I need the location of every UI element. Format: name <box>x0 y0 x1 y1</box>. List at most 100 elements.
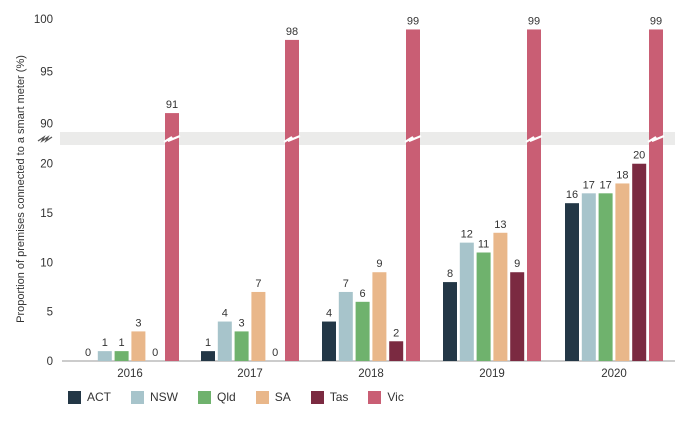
bar-nsw-2019 <box>459 242 474 361</box>
legend-item-nsw: NSW <box>131 390 178 404</box>
legend-item-act: ACT <box>68 390 111 404</box>
bar-sa-2018 <box>372 272 387 361</box>
data-label: 99 <box>528 15 540 27</box>
legend-item-tas: Tas <box>310 390 349 404</box>
data-label: 20 <box>633 150 645 162</box>
data-label: 17 <box>583 179 595 191</box>
data-label: 7 <box>255 278 261 290</box>
bar-break <box>404 134 422 143</box>
data-label: 7 <box>343 278 349 290</box>
data-label: 4 <box>326 308 332 320</box>
bar-sa-2019 <box>493 232 508 361</box>
bar-sa-2017 <box>251 291 266 361</box>
bar-break <box>647 134 665 143</box>
legend-swatch <box>255 390 269 404</box>
bar-act-2019 <box>443 282 457 361</box>
x-tick-label: 2018 <box>358 368 384 380</box>
data-label: 1 <box>102 337 108 349</box>
legend-label: Qld <box>217 390 236 404</box>
bar-tas-2018 <box>389 341 404 361</box>
y-tick-label: 0 <box>47 356 53 368</box>
bar-break <box>283 134 301 143</box>
legend-swatch <box>310 390 324 404</box>
data-label: 0 <box>272 347 278 359</box>
legend-swatch <box>198 390 211 404</box>
y-axis-label: Proportion of premises connected to a sm… <box>15 55 27 323</box>
axis-break-mark <box>37 135 53 143</box>
bar-act-2020 <box>565 203 579 361</box>
x-ticks: 2016 2017 2018 2019 2020 <box>117 368 627 380</box>
y-tick-label: 95 <box>40 66 53 78</box>
bar-break-marks <box>163 134 665 143</box>
data-label: 1 <box>119 337 125 349</box>
bar-vic-2016 <box>165 113 179 361</box>
data-label: 1 <box>205 337 211 349</box>
data-label: 0 <box>152 347 158 359</box>
legend-item-qld: Qld <box>198 390 236 404</box>
bar-vic-2020 <box>649 29 663 361</box>
bar-vic-2018 <box>406 29 420 361</box>
bar-qld-2016 <box>114 351 129 361</box>
legend-label: Vic <box>387 390 404 404</box>
y-tick-label: 90 <box>40 119 53 131</box>
bar-nsw-2018 <box>338 291 353 361</box>
data-label: 16 <box>566 189 578 201</box>
bars <box>97 29 663 362</box>
data-label: 0 <box>85 347 91 359</box>
axis-break-band <box>60 132 675 145</box>
data-label: 17 <box>599 179 611 191</box>
y-tick-label: 5 <box>47 307 53 319</box>
bar-qld-2018 <box>355 301 370 361</box>
bar-qld-2020 <box>598 193 613 361</box>
x-tick-label: 2017 <box>237 368 263 380</box>
y-tick-label: 100 <box>34 14 53 26</box>
data-label: 91 <box>166 99 178 111</box>
data-label: 9 <box>376 258 382 270</box>
data-label: 3 <box>239 317 245 329</box>
data-label: 98 <box>286 26 298 38</box>
data-label: 2 <box>393 327 399 339</box>
bar-nsw-2020 <box>581 193 596 361</box>
bar-break <box>525 134 543 143</box>
bar-vic-2019 <box>527 29 541 361</box>
legend-item-vic: Vic <box>368 390 404 404</box>
data-label: 18 <box>616 169 628 181</box>
legend-swatch <box>68 390 81 404</box>
bar-tas-2020 <box>632 163 647 361</box>
bar-nsw-2017 <box>217 321 232 361</box>
legend: ACT NSW Qld SA Tas Vic <box>68 390 424 404</box>
legend-label: NSW <box>150 390 178 404</box>
bar-act-2018 <box>322 321 336 361</box>
bar-qld-2019 <box>476 252 491 361</box>
data-label: 11 <box>478 239 489 251</box>
axis-break-slash <box>41 135 53 143</box>
legend-swatch <box>131 390 144 404</box>
data-label: 3 <box>135 317 141 329</box>
data-label: 6 <box>360 288 366 300</box>
legend-item-sa: SA <box>255 390 291 404</box>
x-tick-label: 2020 <box>601 368 627 380</box>
data-label: 9 <box>514 258 520 270</box>
bar-act-2017 <box>201 351 215 361</box>
y-tick-label: 15 <box>40 208 53 220</box>
legend-label: Tas <box>329 390 349 404</box>
data-label: 4 <box>222 308 228 320</box>
data-label: 99 <box>407 15 419 27</box>
y-tick-label: 20 <box>40 159 53 171</box>
bar-vic-2017 <box>285 39 299 362</box>
data-label: 8 <box>447 268 453 280</box>
data-label: 13 <box>494 219 506 231</box>
legend-label: SA <box>274 390 291 404</box>
y-ticks: 0 5 10 15 20 90 95 100 <box>34 14 53 368</box>
x-tick-label: 2016 <box>117 368 143 380</box>
bar-sa-2016 <box>131 331 146 361</box>
y-tick-label: 10 <box>40 257 53 269</box>
legend-label: ACT <box>87 390 111 404</box>
bar-break <box>163 134 181 143</box>
bar-sa-2020 <box>615 183 630 361</box>
legend-swatch <box>368 390 382 404</box>
bar-nsw-2016 <box>97 351 112 361</box>
bar-qld-2017 <box>234 331 249 361</box>
